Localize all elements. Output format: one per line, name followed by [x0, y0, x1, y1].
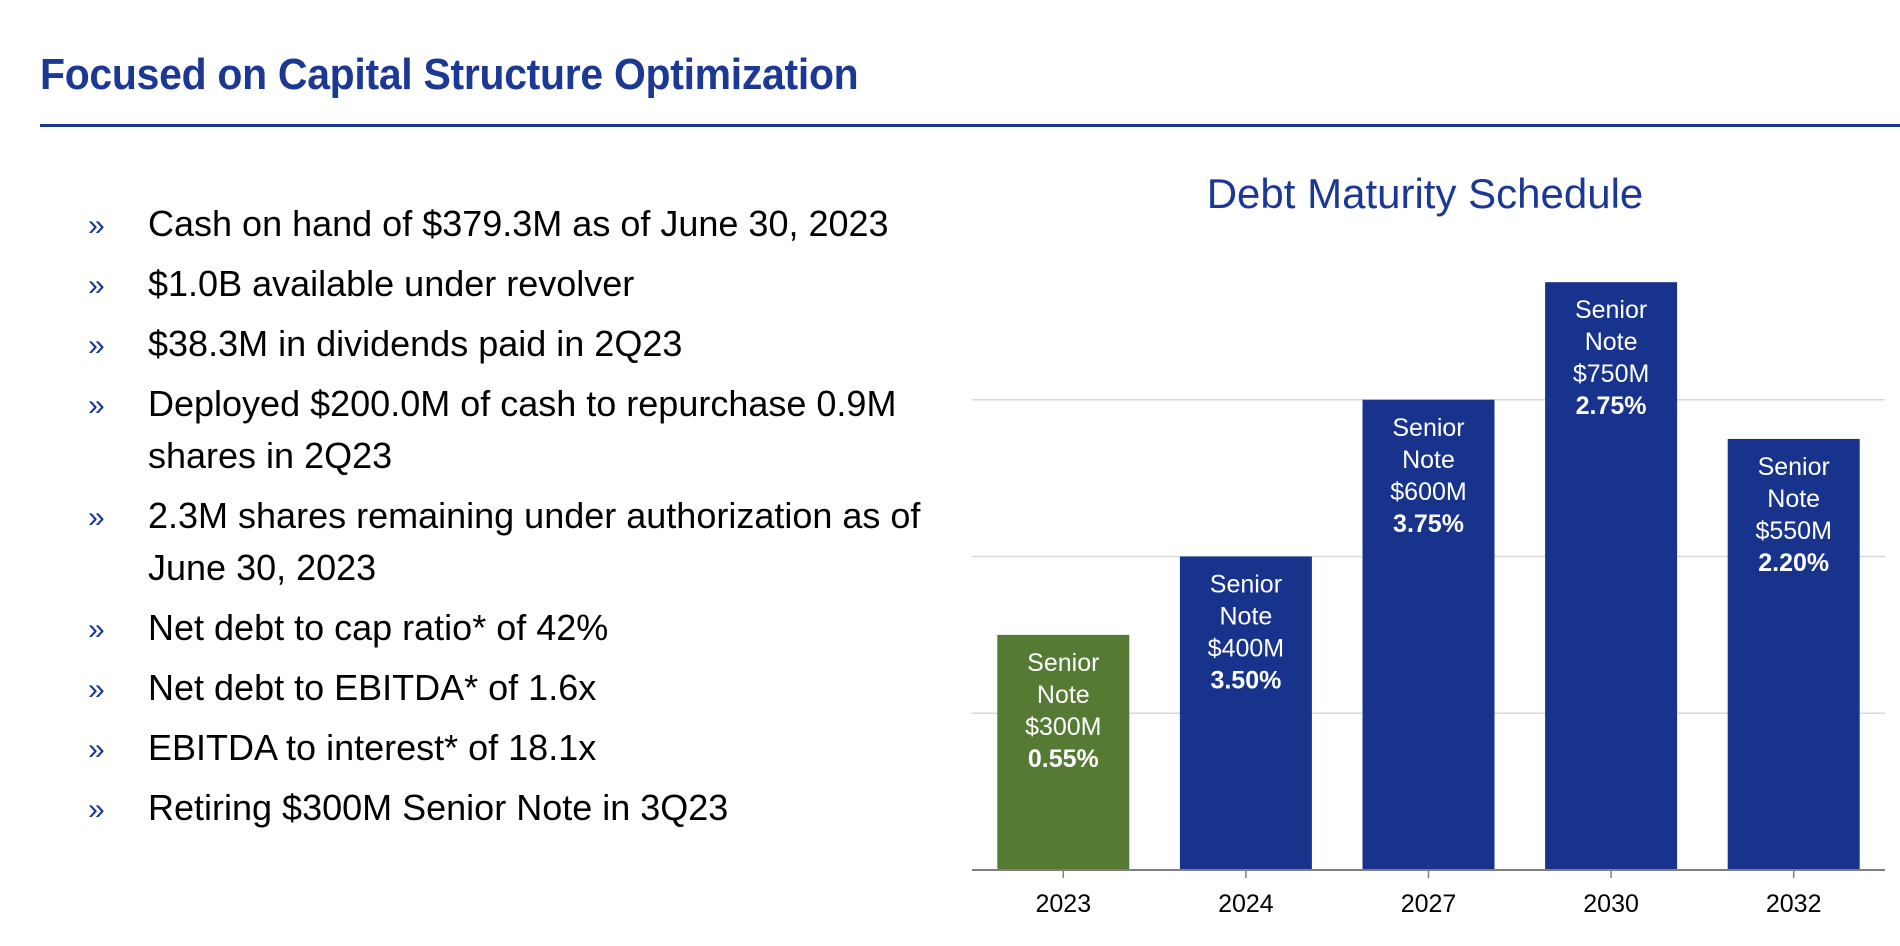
- bar-label-line: Note: [1767, 485, 1820, 513]
- bullet-text: $38.3M in dividends paid in 2Q23: [148, 323, 683, 364]
- bullet-text: Net debt to EBITDA* of 1.6x: [148, 667, 597, 708]
- bullet-marker: »: [88, 733, 105, 766]
- bullet-item: » Deployed $200.0M of cash to repurchase …: [88, 378, 948, 482]
- bar-rate-label: 2.20%: [1758, 549, 1829, 577]
- x-tick-label: 2027: [1401, 890, 1457, 918]
- bar-amount-label: $600M: [1390, 478, 1466, 506]
- x-tick-label: 2030: [1583, 890, 1639, 918]
- bullet-text: EBITDA to interest* of 18.1x: [148, 727, 597, 768]
- bar-amount-label: $300M: [1025, 713, 1101, 741]
- bullet-text: 2.3M shares remaining under authorizatio…: [148, 495, 921, 588]
- x-tick-label: 2023: [1035, 890, 1091, 918]
- bar: [1545, 282, 1678, 870]
- bullet-marker: »: [88, 329, 105, 362]
- x-tick-label: 2024: [1218, 890, 1274, 918]
- bar: [1179, 556, 1312, 870]
- bullet-text: Cash on hand of $379.3M as of June 30, 2…: [148, 203, 889, 244]
- page-title: Focused on Capital Structure Optimizatio…: [40, 50, 859, 99]
- bar-amount-label: $750M: [1573, 360, 1649, 388]
- bar-label-line: Senior: [1210, 571, 1282, 599]
- bar: [997, 634, 1130, 870]
- bar-rate-label: 2.75%: [1576, 392, 1647, 420]
- title-divider: [40, 124, 1900, 127]
- bar-label-line: Note: [1585, 328, 1638, 356]
- bullet-item: » Retiring $300M Senior Note in 3Q23: [88, 782, 948, 834]
- bar-rate-label: 3.50%: [1210, 667, 1281, 695]
- bullet-item: » Net debt to EBITDA* of 1.6x: [88, 662, 948, 714]
- bullet-text: Deployed $200.0M of cash to repurchase 0…: [148, 383, 897, 476]
- bar-rate-label: 0.55%: [1028, 745, 1099, 773]
- chart-title: Debt Maturity Schedule: [1206, 170, 1644, 217]
- bullet-marker: »: [88, 673, 105, 706]
- bullet-item: » $1.0B available under revolver: [88, 258, 948, 310]
- bullet-item: » 2.3M shares remaining under authorizati…: [88, 490, 948, 594]
- bullet-item: » $38.3M in dividends paid in 2Q23: [88, 318, 948, 370]
- bar-rate-label: 3.75%: [1393, 510, 1464, 538]
- x-tick-label: 2032: [1766, 890, 1822, 918]
- bullet-marker: »: [88, 793, 105, 826]
- bullet-text: Net debt to cap ratio* of 42%: [148, 607, 609, 648]
- bullet-marker: »: [88, 209, 105, 242]
- bullet-text: $1.0B available under revolver: [148, 263, 635, 304]
- bullet-text: Retiring $300M Senior Note in 3Q23: [148, 787, 729, 828]
- debt-maturity-chart: Senior Note $300M 0.55% 2023 Senior Note $400M 3…: [972, 282, 1885, 918]
- bullet-item: » Cash on hand of $379.3M as of June 30, …: [88, 198, 948, 250]
- bullet-item: » EBITDA to interest* of 18.1x: [88, 722, 948, 774]
- bar-label-line: Note: [1219, 603, 1272, 631]
- bar-label-line: Note: [1037, 681, 1090, 709]
- bar: [1727, 438, 1860, 870]
- bar-label-line: Senior: [1027, 649, 1099, 677]
- bullet-item: » Net debt to cap ratio* of 42%: [88, 602, 948, 654]
- bar-label-line: Note: [1402, 446, 1455, 474]
- bullet-marker: »: [88, 613, 105, 646]
- bullet-marker: »: [88, 389, 105, 422]
- bullet-list: » Cash on hand of $379.3M as of June 30, …: [88, 198, 948, 842]
- bar-amount-label: $550M: [1755, 517, 1831, 545]
- bullet-marker: »: [88, 269, 105, 302]
- bar: [1362, 399, 1495, 870]
- bar-label-line: Senior: [1575, 296, 1647, 324]
- bar-label-line: Senior: [1758, 453, 1830, 481]
- bullet-marker: »: [88, 501, 105, 534]
- bar-amount-label: $400M: [1208, 635, 1284, 663]
- bar-label-line: Senior: [1392, 414, 1464, 442]
